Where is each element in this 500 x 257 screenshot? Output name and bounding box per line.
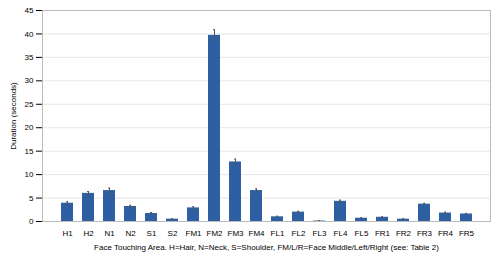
svg-text:15: 15 xyxy=(25,147,34,156)
svg-text:N1: N1 xyxy=(104,229,115,238)
svg-text:FL2: FL2 xyxy=(292,229,306,238)
svg-text:FM1: FM1 xyxy=(186,229,203,238)
svg-text:Face Touching Area. H=Hair, N=: Face Touching Area. H=Hair, N=Neck, S=Sh… xyxy=(94,243,439,252)
svg-text:FR5: FR5 xyxy=(459,229,475,238)
svg-text:FL1: FL1 xyxy=(271,229,285,238)
svg-text:FR1: FR1 xyxy=(375,229,391,238)
svg-text:45: 45 xyxy=(25,6,34,15)
svg-text:FL4: FL4 xyxy=(334,229,348,238)
svg-text:FM3: FM3 xyxy=(228,229,245,238)
svg-text:FL3: FL3 xyxy=(313,229,327,238)
svg-text:S1: S1 xyxy=(147,229,157,238)
svg-text:H1: H1 xyxy=(62,229,73,238)
svg-text:40: 40 xyxy=(25,30,34,39)
svg-text:H2: H2 xyxy=(83,229,94,238)
svg-text:5: 5 xyxy=(29,194,34,203)
svg-text:25: 25 xyxy=(25,100,34,109)
svg-text:FR4: FR4 xyxy=(438,229,454,238)
svg-text:FR3: FR3 xyxy=(417,229,433,238)
svg-text:35: 35 xyxy=(25,53,34,62)
svg-text:20: 20 xyxy=(25,123,34,132)
svg-text:Duration (seconds): Duration (seconds) xyxy=(9,82,18,150)
svg-text:N2: N2 xyxy=(125,229,136,238)
svg-text:0: 0 xyxy=(29,217,34,226)
svg-text:S2: S2 xyxy=(168,229,178,238)
svg-text:FL5: FL5 xyxy=(355,229,369,238)
svg-text:30: 30 xyxy=(25,76,34,85)
svg-text:FM4: FM4 xyxy=(249,229,266,238)
svg-text:FR2: FR2 xyxy=(396,229,412,238)
svg-text:10: 10 xyxy=(25,170,34,179)
svg-text:FM2: FM2 xyxy=(207,229,224,238)
